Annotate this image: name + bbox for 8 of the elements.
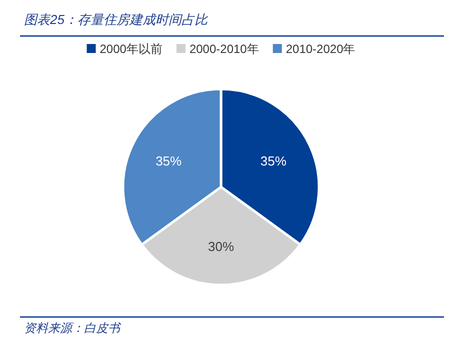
data-label: 30%	[208, 238, 234, 254]
data-label: 35%	[260, 153, 287, 168]
legend-label: 2010-2020年	[286, 42, 356, 56]
legend-label: 2000年以前	[100, 42, 162, 56]
chart-title: 图表25：存量住房建成时间占比	[24, 12, 208, 27]
legend-label: 2000-2010年	[189, 42, 259, 56]
text: 资料来源：白皮书	[24, 321, 122, 335]
data-label: 35%	[156, 153, 182, 168]
